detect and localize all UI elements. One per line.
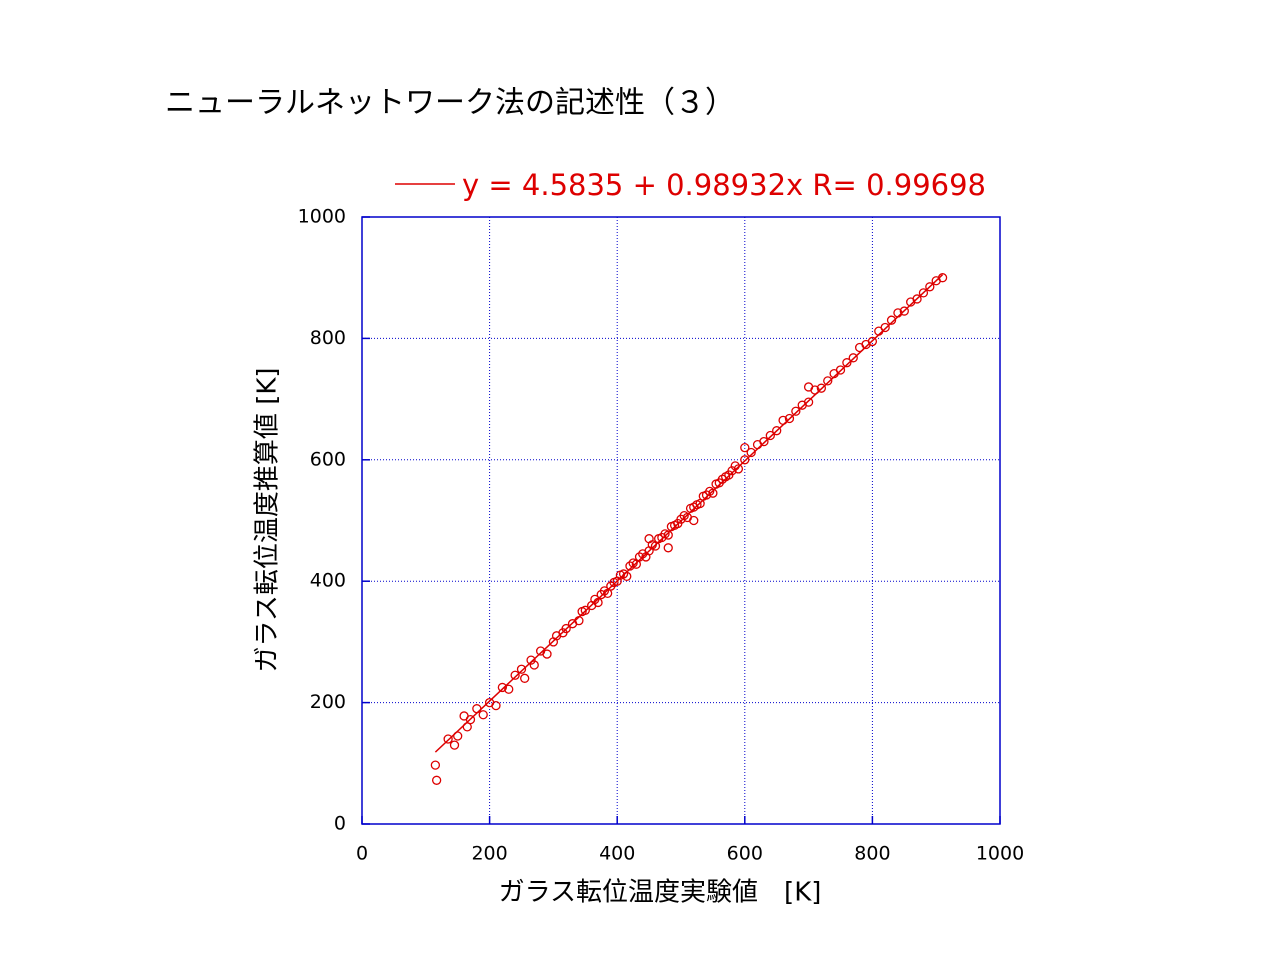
scatter-point	[526, 655, 536, 665]
scatter-point	[772, 426, 782, 436]
scatter-point	[880, 322, 890, 333]
scatter-point	[663, 530, 673, 540]
scatter-point	[529, 660, 539, 670]
scatter-point	[746, 447, 756, 458]
x-tick-label: 0	[356, 843, 368, 865]
scatter-point	[542, 649, 552, 659]
x-tick-label: 400	[599, 843, 635, 865]
scatter-point	[727, 466, 737, 476]
scatter-point	[886, 315, 897, 325]
scatter-point	[510, 670, 520, 680]
scatter-point	[848, 353, 858, 363]
y-tick-label: 600	[310, 448, 346, 470]
y-tick-label: 0	[334, 813, 346, 835]
scatter-point	[504, 684, 514, 694]
scatter-point	[791, 406, 801, 416]
scatter-point	[816, 383, 827, 393]
scatter-point	[835, 365, 846, 375]
scatter-point	[443, 734, 453, 744]
scatter-point	[520, 673, 530, 683]
scatter-point	[580, 605, 590, 615]
y-tick-label: 1000	[298, 206, 346, 228]
y-axis-label: ガラス転位温度推算値 [K]	[253, 367, 283, 672]
scatter-point	[663, 543, 673, 553]
fit-line	[434, 274, 944, 753]
scatter-point	[590, 594, 600, 605]
y-tick-label: 800	[310, 327, 346, 349]
scatter-point	[765, 430, 775, 441]
scatter-point	[803, 382, 814, 392]
scatter-point	[430, 760, 441, 770]
scatter-point	[740, 443, 750, 453]
plot-frame	[361, 216, 1001, 825]
x-axis-label: ガラス転位温度実験値 [K]	[499, 878, 822, 908]
scatter-point	[497, 682, 508, 693]
scatter-point	[478, 710, 488, 720]
y-tick-label: 200	[310, 691, 346, 713]
x-tick-label: 200	[471, 843, 507, 865]
scatter-point	[803, 397, 814, 407]
scatter-point	[689, 515, 699, 526]
x-tick-label: 600	[727, 843, 763, 865]
scatter-point	[912, 294, 922, 304]
scatter-point	[516, 664, 527, 674]
scatter-point	[708, 488, 718, 498]
legend-label: y = 4.5835 + 0.98932x R= 0.99698	[462, 168, 986, 202]
scatter-point	[733, 464, 744, 474]
scatter-point	[899, 306, 909, 316]
scatter-point	[784, 413, 795, 424]
scatter-point	[925, 282, 935, 292]
y-tick-label: 400	[310, 570, 346, 592]
scatter-point	[740, 455, 750, 465]
scatter-point	[644, 534, 654, 544]
scatter-point	[842, 358, 852, 368]
scatter-point	[561, 623, 571, 634]
x-tick-label: 1000	[976, 843, 1024, 865]
chart-title: ニューラルネットワーク法の記述性（３）	[165, 86, 735, 121]
x-tick-label: 800	[854, 843, 890, 865]
scatter-point	[759, 436, 769, 447]
scatter-point	[449, 740, 460, 750]
scatter-point	[431, 775, 442, 785]
scatter-point	[465, 714, 476, 725]
scatter-point	[918, 288, 929, 298]
scatter-point	[491, 700, 501, 711]
scatter-point	[867, 336, 878, 347]
scatter-point	[823, 376, 833, 386]
